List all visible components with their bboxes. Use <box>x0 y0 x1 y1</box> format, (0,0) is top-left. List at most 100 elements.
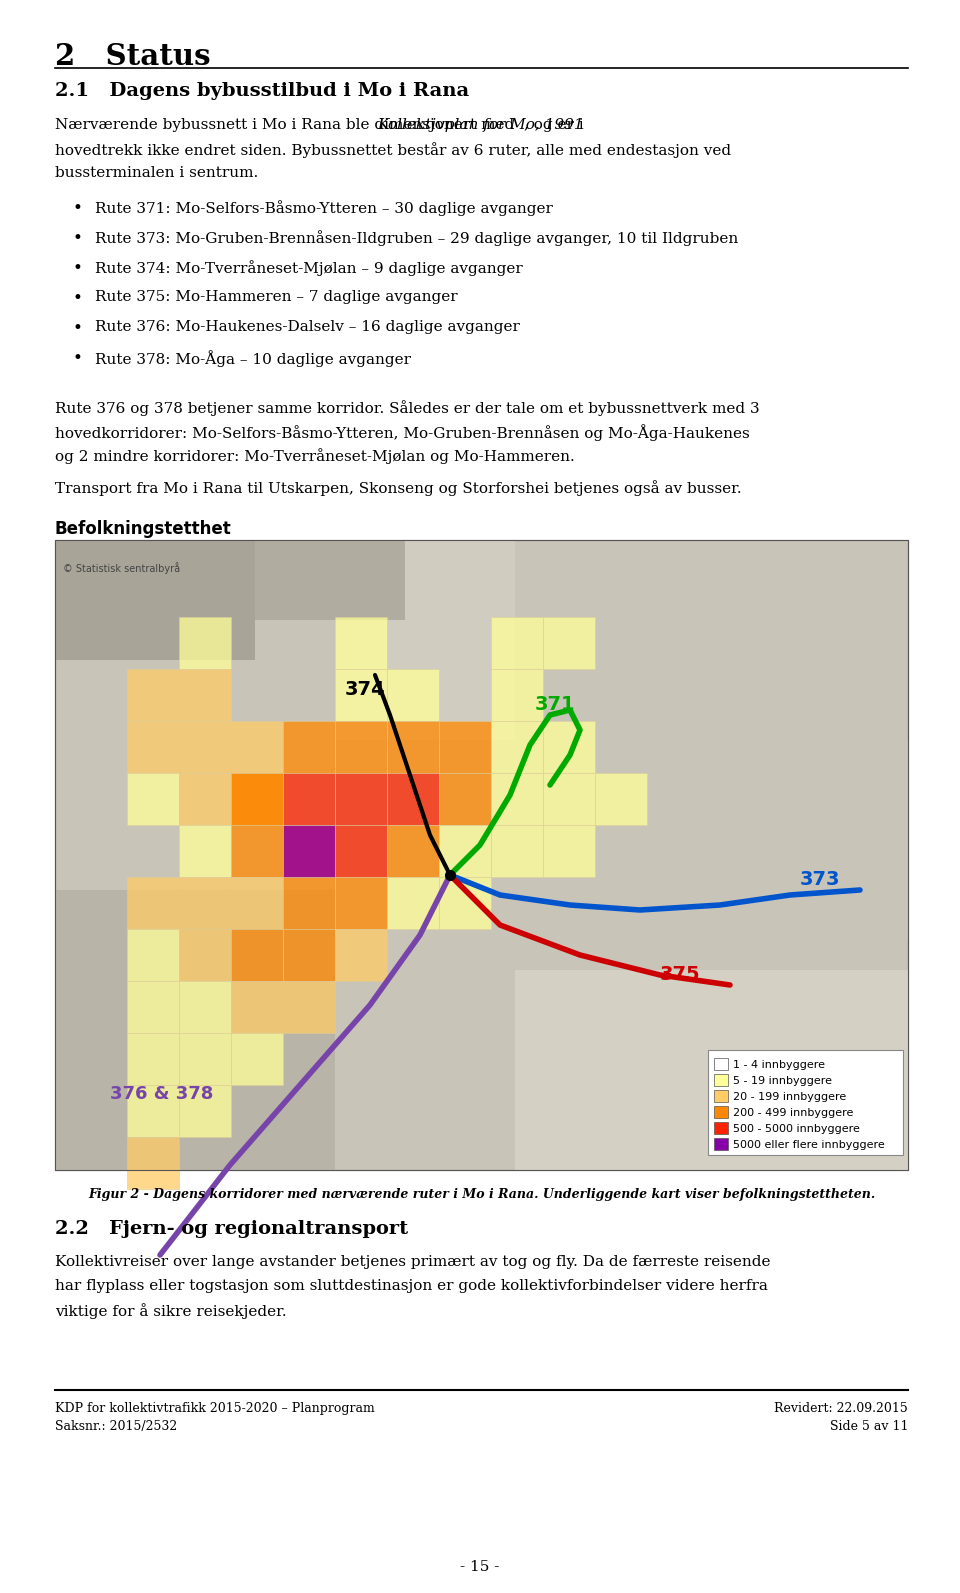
Text: 2   Status: 2 Status <box>55 41 210 72</box>
Text: 5000 eller flere innbyggere: 5000 eller flere innbyggere <box>733 1141 885 1150</box>
Text: Transport fra Mo i Rana til Utskarpen, Skonseng og Storforshei betjenes også av : Transport fra Mo i Rana til Utskarpen, S… <box>55 479 742 495</box>
Bar <box>283 981 335 1032</box>
Bar <box>515 970 908 1169</box>
Bar <box>543 616 595 669</box>
Bar <box>714 1121 728 1134</box>
Bar <box>491 616 543 669</box>
Bar <box>283 929 335 981</box>
Bar <box>543 773 595 825</box>
Bar <box>515 741 908 940</box>
Bar <box>179 616 231 669</box>
Bar <box>55 540 908 1169</box>
Bar <box>55 890 335 1169</box>
Bar <box>283 722 335 773</box>
Text: - 15 -: - 15 - <box>460 1560 500 1574</box>
Bar <box>387 825 439 878</box>
Bar <box>595 773 647 825</box>
Bar <box>491 825 543 878</box>
Text: 371: 371 <box>535 695 576 714</box>
Bar <box>55 540 908 1169</box>
Text: Saksnr.: 2015/2532: Saksnr.: 2015/2532 <box>55 1419 178 1434</box>
Text: Rute 373: Mo-Gruben-Brennåsen-Ildgruben – 29 daglige avganger, 10 til Ildgruben: Rute 373: Mo-Gruben-Brennåsen-Ildgruben … <box>95 229 738 245</box>
Bar <box>283 825 335 878</box>
Bar <box>387 773 439 825</box>
Bar <box>231 722 283 773</box>
Bar <box>283 825 335 878</box>
Text: Revidert: 22.09.2015: Revidert: 22.09.2015 <box>775 1402 908 1415</box>
Bar <box>714 1058 728 1070</box>
Bar <box>335 722 387 773</box>
Bar <box>491 722 543 773</box>
Bar <box>179 1085 231 1137</box>
Bar <box>127 1137 179 1188</box>
Bar <box>543 825 595 878</box>
Bar <box>708 1050 903 1155</box>
Text: Kollektivreiser over lange avstander betjenes primært av tog og fly. Da de færre: Kollektivreiser over lange avstander bet… <box>55 1255 771 1270</box>
Text: 200 - 499 innbyggere: 200 - 499 innbyggere <box>733 1109 853 1118</box>
Text: bussterminalen i sentrum.: bussterminalen i sentrum. <box>55 166 258 180</box>
Bar <box>543 722 595 773</box>
Bar <box>387 669 439 722</box>
Bar <box>179 825 231 878</box>
Bar <box>127 722 179 773</box>
Bar <box>439 825 491 878</box>
Text: 2.1   Dagens bybusstilbud i Mo i Rana: 2.1 Dagens bybusstilbud i Mo i Rana <box>55 81 469 100</box>
Text: Nærværende bybussnett i Mo i Rana ble dimensjonert med: Nærværende bybussnett i Mo i Rana ble di… <box>55 118 519 132</box>
Bar <box>335 773 387 825</box>
Text: KDP for kollektivtrafikk 2015-2020 – Planprogram: KDP for kollektivtrafikk 2015-2020 – Pla… <box>55 1402 374 1415</box>
Text: Figur 2 - Dagens korridorer med nærværende ruter i Mo i Rana. Underliggende kart: Figur 2 - Dagens korridorer med nærværen… <box>88 1188 876 1201</box>
Bar <box>335 669 387 722</box>
Text: •: • <box>72 320 82 338</box>
Text: 376 & 378: 376 & 378 <box>110 1085 213 1102</box>
Bar <box>335 825 387 878</box>
Text: 20 - 199 innbyggere: 20 - 199 innbyggere <box>733 1091 847 1102</box>
Bar <box>127 981 179 1032</box>
Bar <box>283 878 335 929</box>
Bar <box>335 929 387 981</box>
Text: Rute 375: Mo-Hammeren – 7 daglige avganger: Rute 375: Mo-Hammeren – 7 daglige avgang… <box>95 290 458 304</box>
Bar <box>714 1074 728 1086</box>
Text: Side 5 av 11: Side 5 av 11 <box>829 1419 908 1434</box>
Bar <box>231 773 283 825</box>
Bar <box>491 669 543 722</box>
Bar <box>714 1106 728 1118</box>
Text: 2.2   Fjern- og regionaltransport: 2.2 Fjern- og regionaltransport <box>55 1220 408 1238</box>
Text: •: • <box>72 350 82 366</box>
Text: hovedkorridorer: Mo-Selfors-Båsmo-Ytteren, Mo-Gruben-Brennåsen og Mo-Åga-Haukene: hovedkorridorer: Mo-Selfors-Båsmo-Yttere… <box>55 424 750 441</box>
Text: Rute 371: Mo-Selfors-Båsmo-Ytteren – 30 daglige avganger: Rute 371: Mo-Selfors-Båsmo-Ytteren – 30 … <box>95 201 553 217</box>
Text: •: • <box>72 260 82 277</box>
Bar <box>387 722 439 773</box>
Bar <box>179 929 231 981</box>
Text: 374: 374 <box>345 680 386 699</box>
Bar <box>283 773 335 825</box>
Text: 373: 373 <box>800 870 841 889</box>
Text: 5 - 19 innbyggere: 5 - 19 innbyggere <box>733 1075 832 1086</box>
Text: Befolkningstetthet: Befolkningstetthet <box>55 519 231 538</box>
Text: Rute 374: Mo-Tverråneset-Mjølan – 9 daglige avganger: Rute 374: Mo-Tverråneset-Mjølan – 9 dagl… <box>95 260 523 276</box>
Text: Kollektivplan for Mo, 1991: Kollektivplan for Mo, 1991 <box>376 118 584 132</box>
Text: hovedtrekk ikke endret siden. Bybussnettet består av 6 ruter, alle med endestasj: hovedtrekk ikke endret siden. Bybussnett… <box>55 142 732 158</box>
Bar <box>179 669 231 722</box>
Text: viktige for å sikre reisekjeder.: viktige for å sikre reisekjeder. <box>55 1303 287 1319</box>
Bar <box>714 1090 728 1102</box>
Bar <box>335 878 387 929</box>
Text: Rute 378: Mo-Åga – 10 daglige avganger: Rute 378: Mo-Åga – 10 daglige avganger <box>95 350 411 366</box>
Text: Rute 376: Mo-Haukenes-Dalselv – 16 daglige avganger: Rute 376: Mo-Haukenes-Dalselv – 16 dagli… <box>95 320 520 335</box>
Bar <box>179 981 231 1032</box>
Text: •: • <box>72 229 82 247</box>
Text: •: • <box>72 290 82 307</box>
Text: 1 - 4 innbyggere: 1 - 4 innbyggere <box>733 1059 825 1070</box>
Text: 500 - 5000 innbyggere: 500 - 5000 innbyggere <box>733 1125 860 1134</box>
Text: 375: 375 <box>660 965 701 984</box>
Text: og 2 mindre korridorer: Mo-Tverråneset-Mjølan og Mo-Hammeren.: og 2 mindre korridorer: Mo-Tverråneset-M… <box>55 448 575 464</box>
Bar <box>127 669 179 722</box>
Bar <box>127 878 179 929</box>
Bar <box>231 825 283 878</box>
Bar <box>255 540 405 620</box>
Text: , og er i: , og er i <box>523 118 584 132</box>
Text: © Statistisk sentralbyrå: © Statistisk sentralbyrå <box>63 562 180 573</box>
Bar <box>127 1085 179 1137</box>
Bar <box>179 722 231 773</box>
Text: Rute 376 og 378 betjener samme korridor. Således er der tale om et bybussnettver: Rute 376 og 378 betjener samme korridor.… <box>55 400 759 416</box>
Bar <box>231 981 283 1032</box>
